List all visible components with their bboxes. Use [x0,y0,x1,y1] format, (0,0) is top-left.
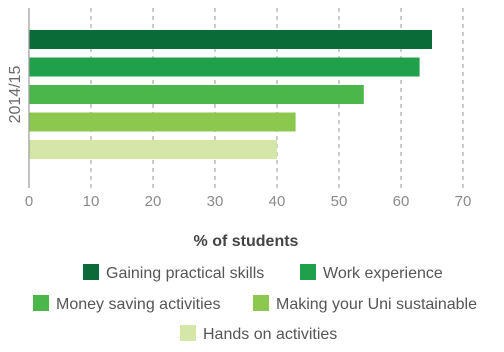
x-tick-label: 60 [393,193,410,210]
bar [29,85,364,104]
legend-swatch [300,264,316,280]
bar [29,112,296,132]
legend-entry: Hands on activities [203,326,337,343]
legend-swatch [83,264,99,280]
bars [29,30,432,159]
x-tick-label: 50 [331,193,348,210]
x-axis-label: % of students [194,233,299,250]
legend: Gaining practical skills Work experience M… [33,264,477,343]
legend-entry: Making your Uni sustainable [276,296,477,313]
x-tick-label: 30 [207,193,224,210]
x-tick-label: 0 [25,193,33,210]
category-label: 2014/15 [7,65,24,123]
x-tick-label: 70 [455,193,472,210]
legend-swatch [33,295,49,311]
x-tick-label: 40 [269,193,286,210]
legend-entry: Gaining practical skills [106,265,264,282]
bar [29,140,277,159]
legend-entry: Money saving activities [56,296,221,313]
bar [29,57,420,77]
x-tick-label: 10 [83,193,100,210]
x-tick-label: 20 [145,193,162,210]
legend-swatch [180,325,196,341]
legend-entry: Work experience [323,265,443,282]
legend-swatch [253,295,269,311]
x-tick-labels: 0 10 20 30 40 50 60 70 [25,193,472,210]
bar [29,30,432,49]
